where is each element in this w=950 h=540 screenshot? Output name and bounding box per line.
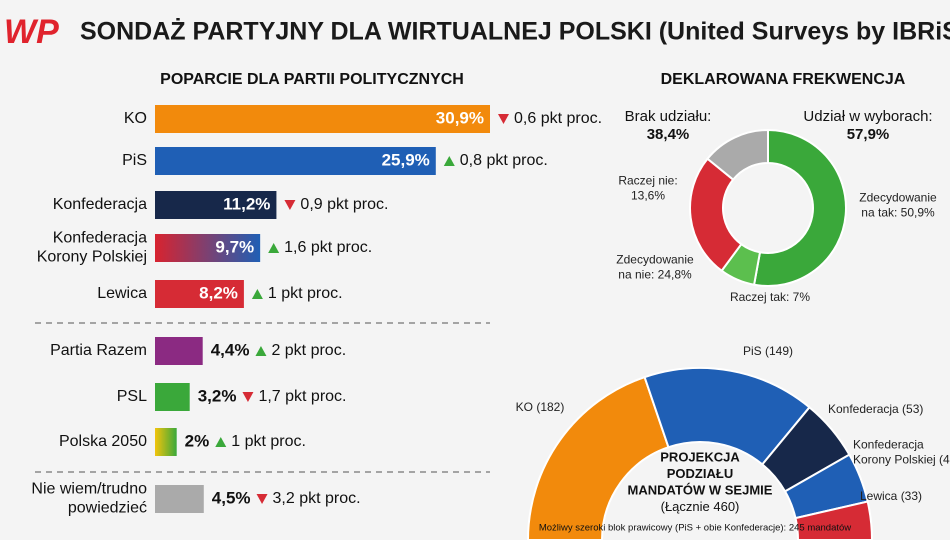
change-arrow — [268, 243, 280, 253]
bar — [155, 485, 204, 513]
change-label: 1,7 pkt proc. — [258, 388, 346, 405]
change-label: 1,6 pkt proc. — [284, 239, 372, 256]
change-label: 0,6 pkt proc. — [514, 110, 602, 127]
donut-title: DEKLAROWANA FREKWENCJA — [661, 71, 906, 88]
label: Korony Polskiej — [37, 249, 147, 266]
label: na tak: 50,9% — [861, 206, 935, 220]
label: Zdecydowanie — [616, 253, 694, 267]
center-text: MANDATÓW W SEJMIE — [628, 482, 773, 497]
label: Konfederacja (53) — [828, 402, 923, 416]
annotation-value: 57,9% — [847, 126, 890, 143]
change-arrow — [284, 200, 296, 210]
value-label: 8,2% — [199, 283, 238, 302]
value-label: 11,2% — [223, 194, 270, 213]
value-label: 25,9% — [382, 150, 430, 169]
center-text: PODZIAŁU — [667, 466, 733, 481]
change-label: 1 pkt proc. — [268, 285, 343, 302]
annotation: Brak udziału: — [625, 108, 712, 125]
change-arrow — [498, 114, 509, 124]
donut-segment — [706, 128, 769, 181]
change-arrow — [215, 437, 227, 447]
change-label: 2 pkt proc. — [271, 342, 346, 359]
label: Korony Polskiej (43) — [853, 453, 950, 467]
label: Raczej nie: — [618, 174, 677, 188]
bar — [155, 147, 436, 175]
seat-segment — [526, 375, 670, 540]
bar-title: POPARCIE DLA PARTII POLITYCZNYCH — [160, 71, 464, 88]
label: Raczej tak: 7% — [730, 290, 810, 304]
label: Lewica — [97, 285, 147, 302]
seat-segment — [794, 500, 874, 540]
bar — [155, 191, 277, 219]
change-arrow — [443, 156, 455, 166]
label: PSL — [117, 388, 147, 405]
change-arrow — [251, 289, 263, 299]
change-label: 0,8 pkt proc. — [460, 152, 548, 169]
label: Konfederacja — [53, 196, 147, 213]
value-label: 4,4% — [211, 340, 250, 359]
page-title: SONDAŻ PARTYJNY DLA WIRTUALNEJ POLSKI (U… — [80, 18, 950, 46]
center-text: (Łącznie 460) — [661, 499, 740, 514]
label: Zdecydowanie — [859, 191, 937, 205]
center-text: PROJEKCJA — [660, 449, 740, 464]
label: PiS — [122, 152, 147, 169]
label: 13,6% — [631, 189, 665, 203]
bar — [155, 337, 203, 365]
label: KO — [124, 110, 147, 127]
bar — [155, 383, 190, 411]
value-label: 4,5% — [212, 488, 251, 507]
value-label: 9,7% — [215, 237, 254, 256]
label: PiS (149) — [743, 344, 793, 358]
label: Partia Razem — [50, 342, 147, 359]
donut-segment — [752, 128, 847, 287]
bar — [155, 280, 244, 308]
annotation: Udział w wyborach: — [803, 108, 932, 125]
label: Konfederacja — [53, 230, 147, 247]
change-arrow — [255, 346, 267, 356]
change-label: 0,9 pkt proc. — [300, 196, 388, 213]
value-label: 2% — [185, 431, 210, 450]
label: Polska 2050 — [59, 433, 147, 450]
change-arrow — [242, 392, 254, 402]
annotation-value: 38,4% — [647, 126, 690, 143]
label: KO (182) — [516, 400, 565, 414]
logo: WP — [4, 13, 59, 51]
value-label: 3,2% — [198, 386, 237, 405]
change-label: 3,2 pkt proc. — [273, 490, 361, 507]
bar — [155, 428, 177, 456]
label: powiedzieć — [68, 500, 147, 517]
label: Lewica (33) — [860, 489, 922, 503]
value-label: 30,9% — [436, 108, 484, 127]
change-arrow — [256, 494, 268, 504]
bar — [155, 105, 490, 133]
change-label: 1 pkt proc. — [231, 433, 306, 450]
label: Nie wiem/trudno — [31, 481, 147, 498]
label: na nie: 24,8% — [618, 268, 692, 282]
footnote: Możliwy szeroki blok prawicowy (PiS + ob… — [539, 523, 851, 534]
label: Konfederacja — [853, 438, 924, 452]
bar — [155, 234, 261, 262]
